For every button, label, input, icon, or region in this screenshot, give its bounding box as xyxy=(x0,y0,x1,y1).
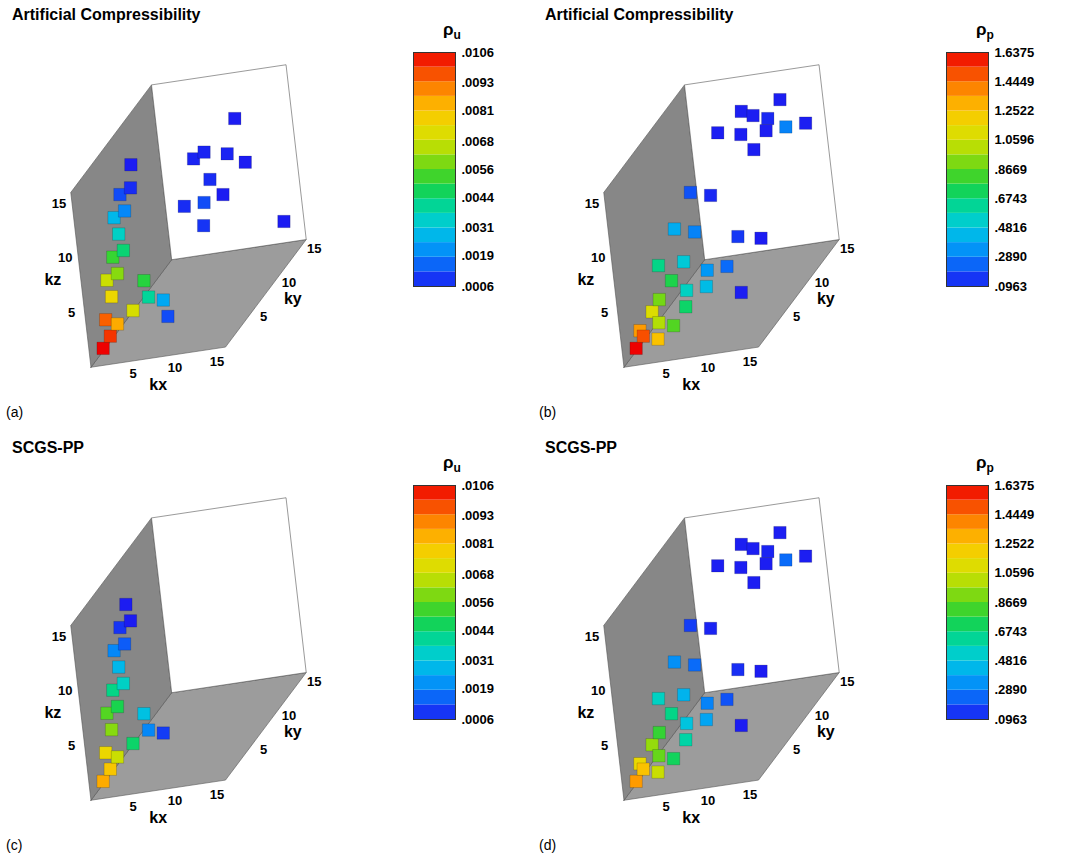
svg-text:.0056: .0056 xyxy=(462,162,495,177)
svg-text:.0031: .0031 xyxy=(462,220,495,235)
svg-text:15: 15 xyxy=(52,629,66,644)
svg-text:kx: kx xyxy=(682,376,700,393)
svg-text:10: 10 xyxy=(282,275,296,290)
svg-text:kz: kz xyxy=(44,271,61,288)
svg-text:.4816: .4816 xyxy=(995,220,1028,235)
svg-text:15: 15 xyxy=(585,629,599,644)
svg-text:15: 15 xyxy=(743,354,757,369)
svg-text:.0056: .0056 xyxy=(462,595,495,610)
svg-text:1.0596: 1.0596 xyxy=(995,132,1035,147)
svg-text:.0963: .0963 xyxy=(995,279,1028,294)
svg-text:5: 5 xyxy=(601,305,608,320)
svg-text:5: 5 xyxy=(601,738,608,753)
svg-text:10: 10 xyxy=(591,250,605,265)
svg-text:.4816: .4816 xyxy=(995,653,1028,668)
svg-text:ky: ky xyxy=(817,723,835,740)
svg-text:15: 15 xyxy=(307,674,321,689)
svg-text:.0963: .0963 xyxy=(995,712,1028,727)
svg-text:.0106: .0106 xyxy=(462,45,495,60)
svg-text:.0006: .0006 xyxy=(462,712,495,727)
svg-text:10: 10 xyxy=(168,360,182,375)
svg-text:10: 10 xyxy=(58,683,72,698)
svg-text:15: 15 xyxy=(840,674,854,689)
svg-text:ky: ky xyxy=(817,290,835,307)
svg-text:.0044: .0044 xyxy=(462,190,495,205)
svg-text:.0068: .0068 xyxy=(462,567,495,582)
svg-text:.6743: .6743 xyxy=(995,624,1028,639)
svg-text:ky: ky xyxy=(284,290,302,307)
svg-text:15: 15 xyxy=(840,241,854,256)
svg-text:10: 10 xyxy=(701,793,715,808)
svg-text:.0093: .0093 xyxy=(462,75,495,90)
svg-text:.0093: .0093 xyxy=(462,508,495,523)
svg-text:5: 5 xyxy=(129,366,136,381)
svg-text:.0019: .0019 xyxy=(462,248,495,263)
html-text:(d): (d) xyxy=(539,837,557,853)
svg-text:1.4449: 1.4449 xyxy=(995,507,1035,522)
html-text:SCGS-PP: SCGS-PP xyxy=(12,439,84,456)
svg-text:15: 15 xyxy=(307,241,321,256)
svg-text:kz: kz xyxy=(577,704,594,721)
svg-text:kx: kx xyxy=(682,809,700,826)
svg-text:5: 5 xyxy=(129,799,136,814)
svg-text:10: 10 xyxy=(701,360,715,375)
svg-text:.6743: .6743 xyxy=(995,191,1028,206)
svg-text:.0006: .0006 xyxy=(462,279,495,294)
svg-text:5: 5 xyxy=(793,309,800,324)
html-text:ρp: ρp xyxy=(976,20,994,43)
html-text:ρp: ρp xyxy=(976,453,994,476)
svg-text:kz: kz xyxy=(44,704,61,721)
svg-text:kx: kx xyxy=(149,376,167,393)
svg-text:5: 5 xyxy=(662,366,669,381)
svg-text:1.4449: 1.4449 xyxy=(995,74,1035,89)
html-text:ρu: ρu xyxy=(443,453,461,476)
svg-text:15: 15 xyxy=(210,354,224,369)
svg-text:.8669: .8669 xyxy=(995,595,1028,610)
svg-text:5: 5 xyxy=(662,799,669,814)
html-text:Artificial Compressibility: Artificial Compressibility xyxy=(545,6,734,23)
svg-text:15: 15 xyxy=(210,787,224,802)
svg-text:5: 5 xyxy=(260,742,267,757)
svg-text:.0081: .0081 xyxy=(462,103,495,118)
svg-text:kx: kx xyxy=(149,809,167,826)
html-text:(c): (c) xyxy=(6,837,23,853)
svg-text:.8669: .8669 xyxy=(995,162,1028,177)
html-text:SCGS-PP: SCGS-PP xyxy=(545,439,617,456)
svg-text:15: 15 xyxy=(585,196,599,211)
svg-text:5: 5 xyxy=(260,309,267,324)
svg-text:15: 15 xyxy=(52,196,66,211)
html-text:(a): (a) xyxy=(6,404,24,420)
svg-text:.2890: .2890 xyxy=(995,682,1028,697)
svg-text:kz: kz xyxy=(577,271,594,288)
svg-text:5: 5 xyxy=(68,305,75,320)
svg-text:10: 10 xyxy=(815,708,829,723)
svg-text:5: 5 xyxy=(793,742,800,757)
svg-text:10: 10 xyxy=(591,683,605,698)
svg-text:10: 10 xyxy=(815,275,829,290)
svg-text:.0106: .0106 xyxy=(462,478,495,493)
svg-text:5: 5 xyxy=(68,738,75,753)
svg-text:10: 10 xyxy=(58,250,72,265)
svg-text:.0019: .0019 xyxy=(462,681,495,696)
html-text:ρu: ρu xyxy=(443,20,461,43)
svg-text:1.2522: 1.2522 xyxy=(995,536,1035,551)
svg-text:.0068: .0068 xyxy=(462,134,495,149)
svg-text:15: 15 xyxy=(743,787,757,802)
svg-text:.2890: .2890 xyxy=(995,249,1028,264)
svg-text:10: 10 xyxy=(282,708,296,723)
svg-text:.0031: .0031 xyxy=(462,653,495,668)
html-text:Artificial Compressibility: Artificial Compressibility xyxy=(12,6,201,23)
svg-text:1.0596: 1.0596 xyxy=(995,565,1035,580)
svg-text:.0081: .0081 xyxy=(462,536,495,551)
svg-text:1.6375: 1.6375 xyxy=(995,478,1035,493)
html-text:(b): (b) xyxy=(539,404,557,420)
svg-text:.0044: .0044 xyxy=(462,623,495,638)
svg-text:ky: ky xyxy=(284,723,302,740)
svg-text:10: 10 xyxy=(168,793,182,808)
svg-text:1.6375: 1.6375 xyxy=(995,45,1035,60)
svg-text:1.2522: 1.2522 xyxy=(995,103,1035,118)
